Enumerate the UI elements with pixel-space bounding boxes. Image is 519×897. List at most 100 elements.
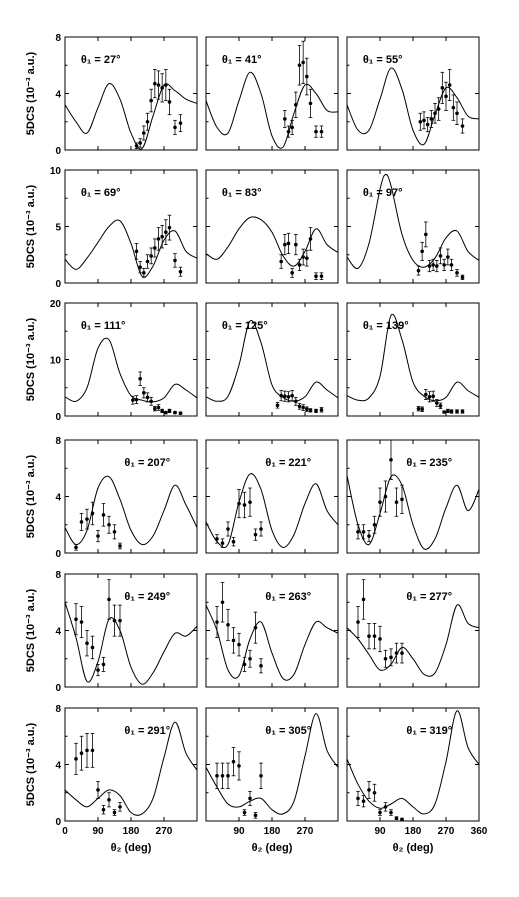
data-marker — [259, 527, 263, 531]
data-marker — [361, 799, 366, 804]
data-point — [142, 387, 146, 399]
data-marker — [314, 409, 318, 413]
data-marker — [173, 125, 177, 130]
data-point — [447, 69, 452, 101]
theory-curve — [206, 216, 338, 267]
data-marker — [294, 242, 298, 247]
data-marker — [438, 404, 443, 408]
data-point — [356, 524, 360, 540]
x-tick-label: 360 — [471, 826, 488, 837]
data-marker — [283, 117, 287, 121]
data-point — [167, 88, 172, 116]
data-point — [455, 409, 459, 414]
data-marker — [134, 249, 139, 254]
data-marker — [427, 394, 432, 399]
data-marker — [460, 275, 465, 280]
data-point — [112, 809, 117, 816]
data-point — [279, 254, 283, 269]
theory-curve — [65, 337, 197, 403]
data-point — [442, 258, 446, 271]
data-marker — [112, 530, 117, 534]
data-marker — [431, 263, 435, 267]
data-marker — [145, 119, 150, 124]
data-point — [455, 101, 459, 125]
data-marker — [153, 81, 157, 86]
data-marker — [433, 111, 437, 116]
x-tick-label: 270 — [156, 826, 173, 837]
data-marker — [442, 410, 446, 414]
data-point — [156, 227, 161, 251]
data-point — [283, 234, 287, 256]
data-point — [220, 582, 225, 623]
y-tick-label: 4 — [55, 493, 61, 504]
data-marker — [378, 810, 382, 815]
data-marker — [253, 532, 258, 537]
panel-label: θ₁ = 249° — [124, 591, 170, 603]
data-point — [160, 73, 164, 103]
data-point — [286, 232, 291, 255]
theory-curve — [347, 313, 479, 402]
data-point — [118, 604, 122, 637]
data-marker — [138, 141, 142, 145]
data-point — [444, 81, 448, 111]
data-point — [427, 391, 432, 403]
panel-label: θ₁ = 263° — [265, 591, 311, 603]
data-point — [79, 513, 84, 531]
data-marker — [259, 774, 263, 778]
data-point — [242, 809, 247, 816]
data-marker — [367, 634, 371, 638]
data-marker — [79, 520, 84, 524]
y-tick-label: 4 — [55, 90, 61, 101]
data-point — [286, 391, 291, 403]
data-point — [460, 409, 465, 414]
data-point — [160, 224, 164, 249]
theory-curve — [65, 83, 197, 150]
y-axis-label: 5DCS (10⁻³ a.u.) — [25, 588, 37, 672]
data-point — [314, 408, 318, 414]
data-point — [425, 117, 430, 133]
y-axis-label: 5DCS (10⁻³ a.u.) — [25, 51, 37, 135]
data-marker — [153, 406, 157, 411]
data-point — [435, 399, 439, 407]
x-tick-label: 90 — [92, 826, 104, 837]
data-point — [242, 491, 247, 519]
data-marker — [460, 409, 465, 414]
data-point — [253, 528, 258, 541]
data-marker — [444, 94, 448, 99]
data-point — [101, 805, 106, 815]
data-marker — [160, 86, 164, 90]
data-point — [400, 817, 404, 822]
data-point — [112, 524, 117, 540]
data-point — [446, 248, 450, 266]
data-point — [253, 812, 258, 819]
data-point — [290, 267, 294, 278]
data-marker — [400, 817, 404, 822]
data-point — [226, 608, 230, 641]
data-marker — [447, 83, 452, 87]
data-marker — [383, 494, 388, 499]
data-marker — [149, 399, 153, 404]
data-point — [259, 658, 263, 674]
panel-label: θ₁ = 139° — [363, 320, 409, 332]
data-marker — [308, 101, 313, 106]
x-axis-label: θ₂ (deg) — [252, 842, 293, 854]
data-marker — [429, 117, 434, 121]
data-marker — [301, 405, 305, 410]
data-marker — [294, 103, 298, 107]
data-marker — [118, 618, 122, 623]
data-point — [394, 487, 399, 517]
data-marker — [248, 500, 252, 504]
data-marker — [305, 407, 309, 412]
data-point — [237, 751, 241, 781]
data-point — [283, 110, 287, 128]
data-point — [319, 272, 324, 281]
panel-10: 0 4 8 θ₁ = 207° 5DCS (10⁻³ a.u.) — [25, 436, 198, 560]
data-marker — [361, 597, 366, 602]
data-point — [361, 795, 366, 808]
data-marker — [215, 620, 219, 624]
data-point — [149, 88, 153, 113]
data-marker — [74, 617, 78, 621]
panel-15: θ₁ = 277° — [346, 573, 480, 688]
data-point — [107, 579, 111, 620]
data-point — [394, 816, 399, 820]
